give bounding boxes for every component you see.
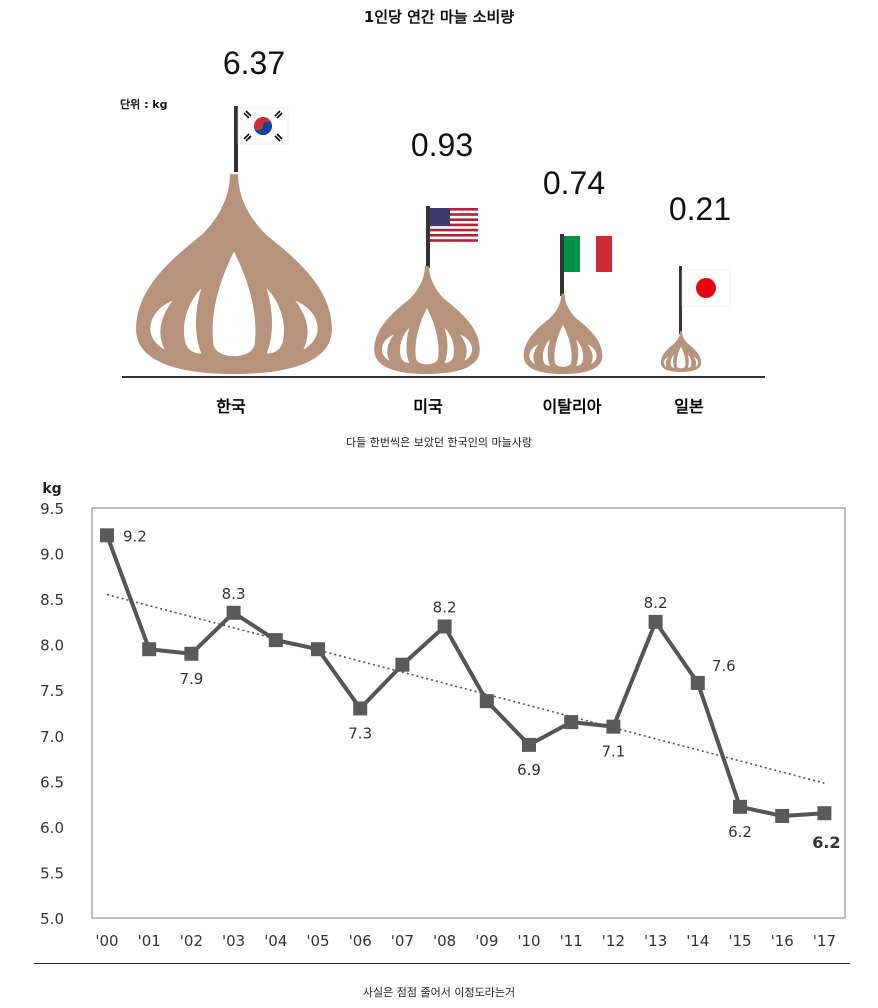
garlic-italy (523, 293, 603, 374)
usa-flag (430, 208, 478, 242)
x-tick-label: '04 (264, 932, 287, 950)
y-tick-label: 8.5 (40, 591, 64, 609)
data-label: 6.2 (812, 833, 840, 852)
data-point-marker (522, 737, 536, 752)
y-tick-label: 7.0 (40, 728, 64, 746)
infographic-caption: 다들 한번씩은 보았던 한국인의 마늘사랑 (345, 436, 533, 449)
data-point-marker (184, 646, 199, 661)
x-tick-label: '12 (602, 932, 625, 950)
data-point-marker (817, 806, 832, 821)
country-label-usa: 미국 (413, 397, 443, 416)
data-label: 8.2 (433, 598, 457, 616)
x-tick-label: '14 (686, 932, 709, 950)
flag-pole (679, 266, 682, 334)
country-label-japan: 일본 (674, 397, 704, 416)
data-label: 7.3 (348, 724, 372, 742)
data-point-marker (226, 605, 241, 620)
chart-caption: 사실은 점점 줄어서 이정도라는거 (362, 986, 516, 999)
data-label: 6.2 (728, 823, 752, 841)
data-label: 8.3 (222, 585, 246, 603)
x-tick-label: '07 (391, 932, 414, 950)
y-tick-label: 6.0 (40, 819, 64, 837)
plot-area (91, 507, 846, 919)
data-point-marker (564, 715, 579, 730)
data-point-marker (268, 633, 283, 648)
data-point-marker (437, 619, 452, 634)
country-label-italy: 이탈리아 (543, 397, 602, 416)
garlic-infographic: 6.37 0.93 0.74 0.21 한국 미국 이탈리아 일본 (122, 45, 765, 416)
data-label: 7.9 (179, 670, 203, 688)
bottom-divider (34, 963, 850, 964)
data-point-marker (733, 799, 747, 814)
x-tick-label: '06 (349, 932, 372, 950)
italy-flag (564, 236, 612, 272)
x-tick-label: '16 (771, 932, 794, 950)
country-label-korea: 한국 (216, 397, 246, 416)
y-tick-label: 5.5 (40, 864, 64, 882)
korea-flag (237, 107, 289, 145)
value-usa: 0.93 (411, 127, 473, 163)
garlic-japan (660, 330, 702, 372)
data-label: 9.2 (123, 527, 147, 545)
x-tick-label: '08 (433, 932, 456, 950)
data-label: 8.2 (644, 594, 668, 612)
y-tick-label: 7.5 (40, 682, 64, 700)
data-point-marker (142, 642, 157, 657)
data-label: 6.9 (517, 761, 541, 779)
trend-line (106, 593, 825, 784)
data-point-marker (395, 657, 410, 672)
x-tick-label: '05 (306, 932, 329, 950)
infographic-title: 1인당 연간 마늘 소비량 (363, 8, 515, 26)
data-point-marker (690, 675, 705, 690)
x-tick-label: '11 (560, 932, 583, 950)
data-label: 7.1 (601, 743, 625, 761)
data-point-marker (648, 614, 663, 629)
x-tick-label: '15 (728, 932, 751, 950)
garlic-korea (136, 174, 332, 374)
y-tick-label: 5.0 (40, 910, 64, 928)
garlic-usa (374, 266, 480, 374)
data-point-marker (479, 694, 494, 709)
y-tick-label: 6.5 (40, 773, 64, 791)
flag-pole (234, 106, 238, 172)
value-korea: 6.37 (223, 45, 285, 81)
unit-label: 단위 : kg (120, 98, 168, 111)
y-tick-label: 8.0 (40, 637, 64, 655)
x-tick-label: '03 (222, 932, 245, 950)
x-tick-label: '09 (475, 932, 498, 950)
data-point-marker (311, 642, 325, 657)
flag-pole (426, 206, 430, 268)
x-tick-label: '17 (813, 932, 836, 950)
y-tick-label: 9.0 (40, 546, 64, 564)
data-point-marker (606, 719, 621, 734)
x-tick-label: '13 (644, 932, 667, 950)
data-label: 7.6 (712, 657, 736, 675)
y-axis-label: kg (42, 481, 61, 497)
x-tick-label: '01 (138, 932, 161, 950)
consumption-line-chart: kg 5.0 5.5 6.0 6.5 7.0 7.5 8.0 8.5 9.0 9.5 '00 '01… (40, 481, 846, 950)
flag-pole (560, 234, 564, 296)
x-tick-label: '02 (180, 932, 203, 950)
x-tick-label: '10 (517, 932, 540, 950)
y-tick-label: 9.5 (40, 500, 64, 518)
series-line (105, 534, 825, 818)
data-point-marker (775, 808, 790, 823)
x-tick-label: '00 (95, 932, 118, 950)
data-point-marker (100, 528, 114, 543)
value-italy: 0.74 (543, 165, 605, 201)
value-japan: 0.21 (669, 191, 731, 227)
data-point-marker (353, 701, 368, 716)
japan-flag (681, 269, 731, 307)
